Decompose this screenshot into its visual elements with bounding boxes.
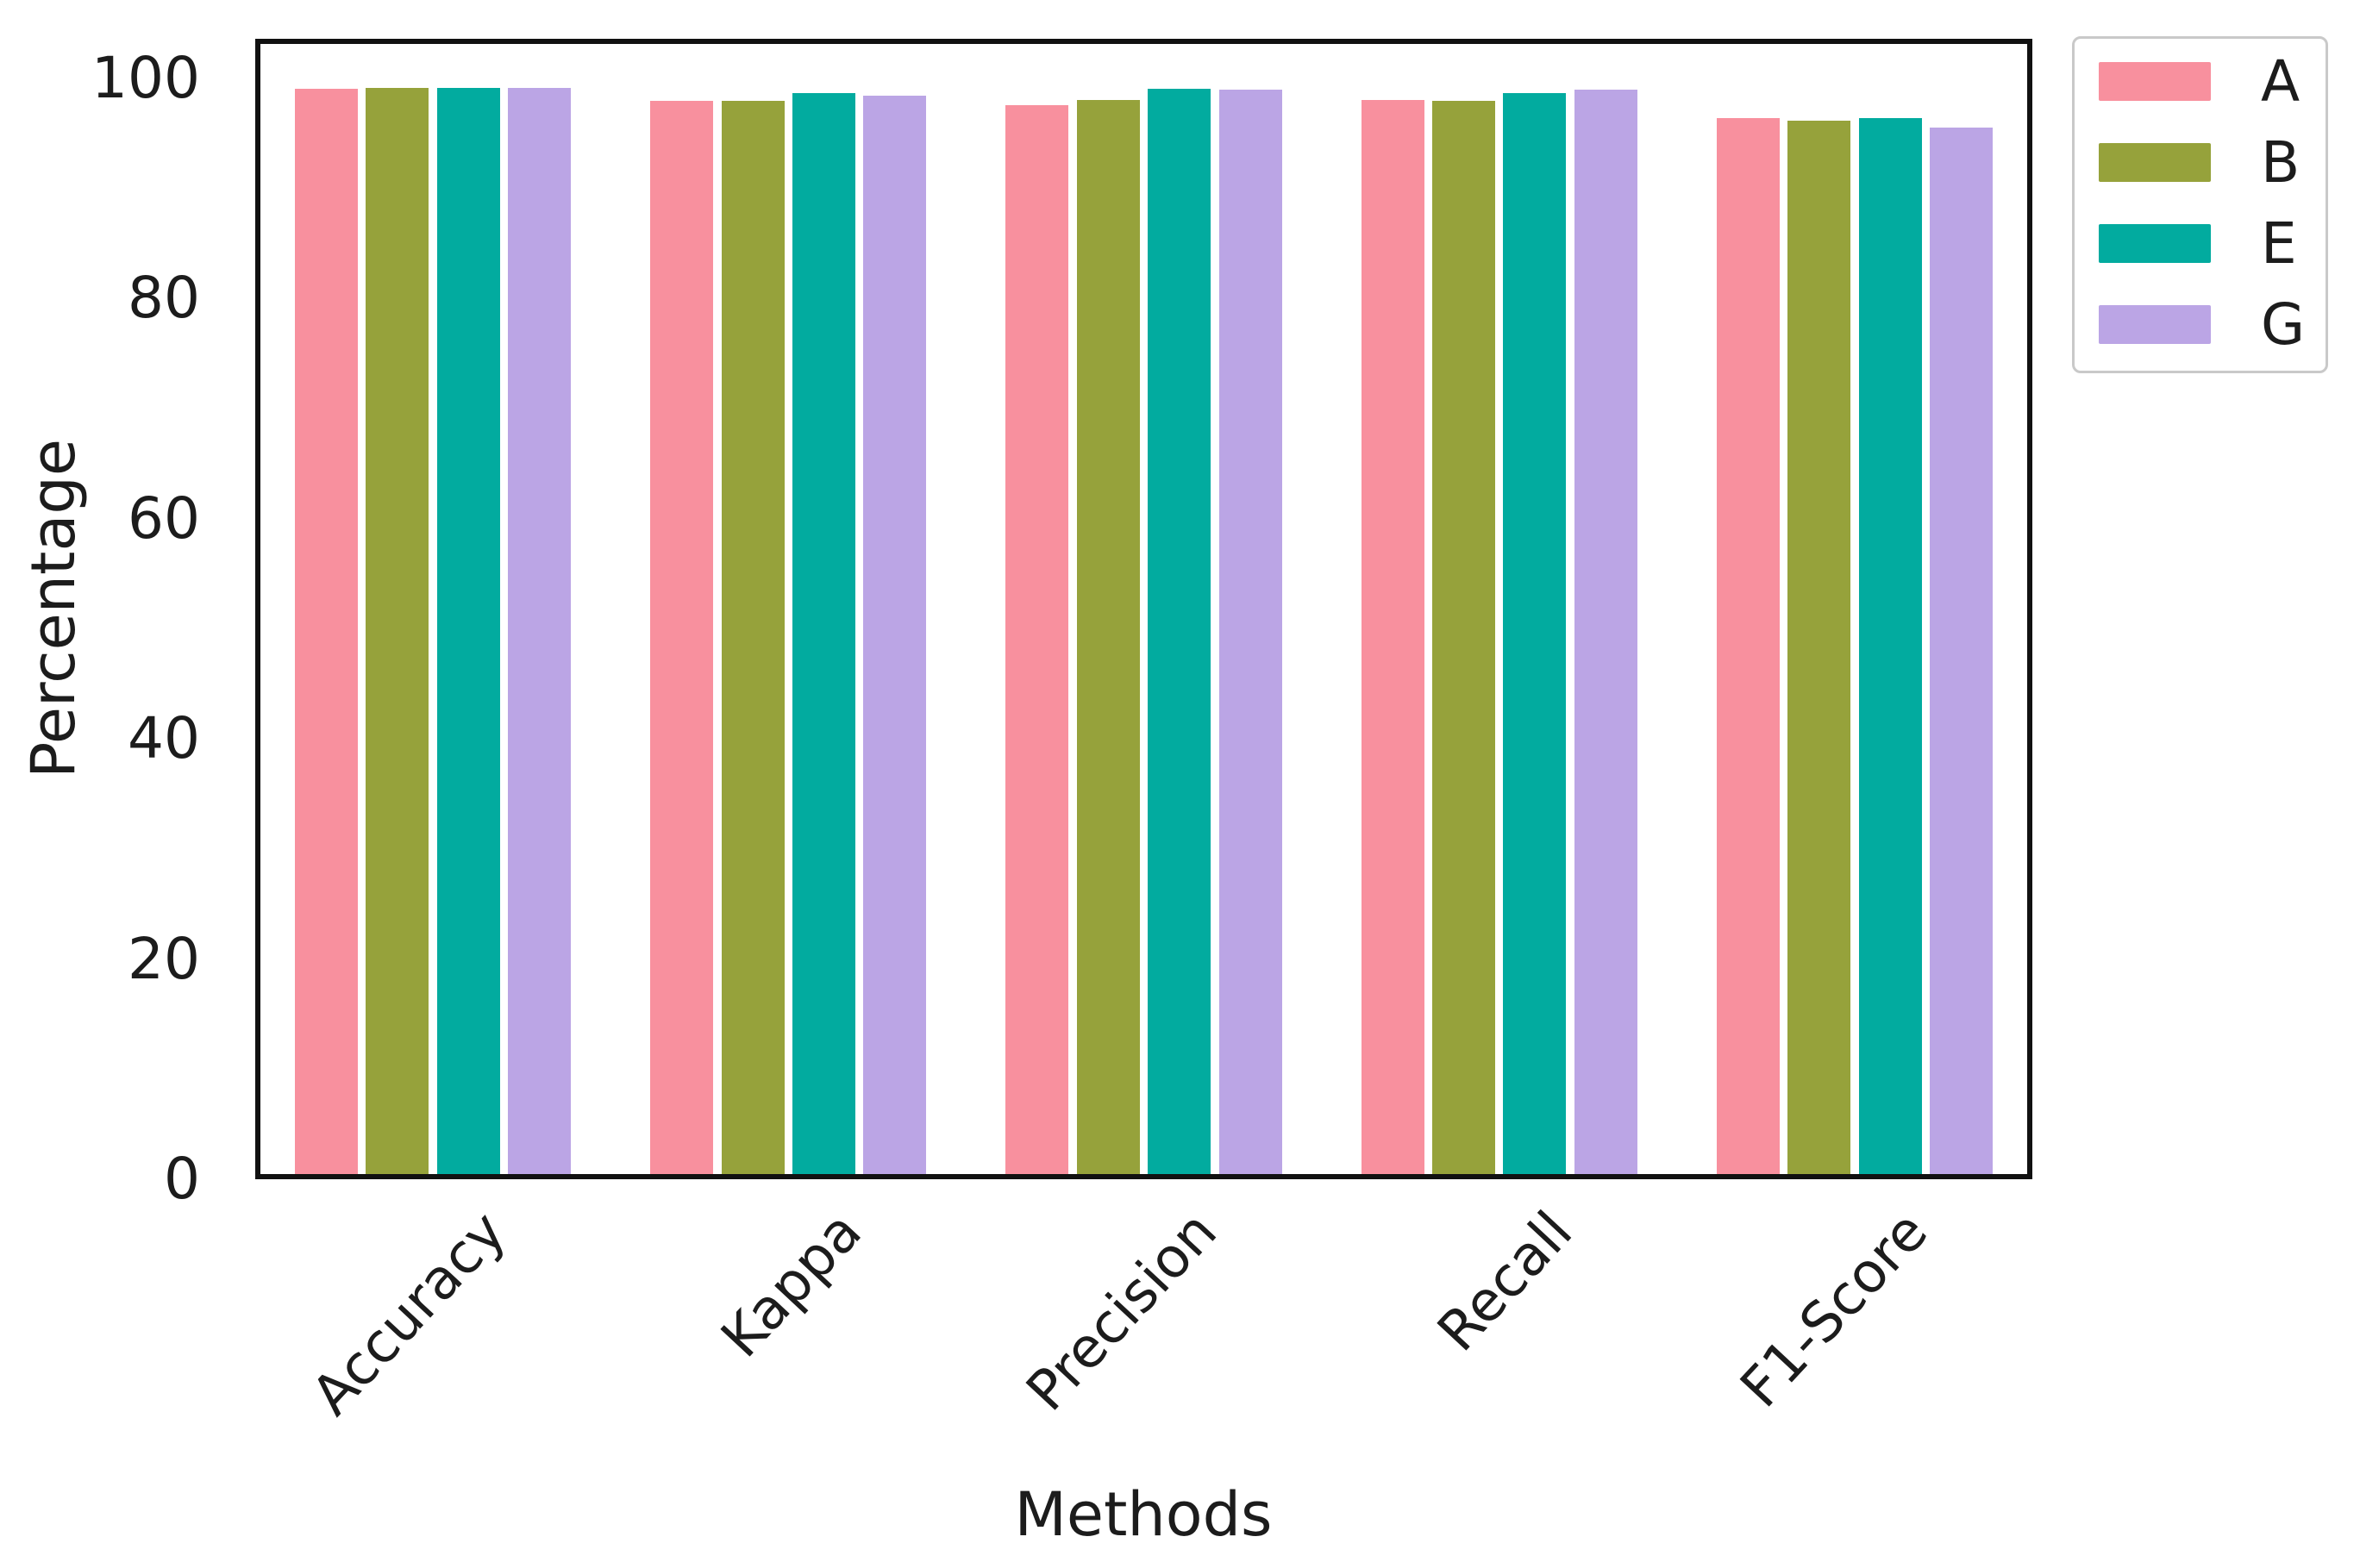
bar-recall-b [1431,101,1495,1174]
bar-recall-e [1503,93,1567,1174]
legend-label-b: B [2261,129,2301,196]
bar-f1-score-a [1716,118,1780,1174]
legend-item-g: G [2099,291,2326,358]
bar-accuracy-g [508,88,572,1174]
legend-item-b: B [2099,129,2326,196]
bar-precision-b [1076,100,1140,1174]
bar-f1-score-e [1858,118,1922,1174]
bar-kappa-a [650,101,714,1174]
x-tick-label-precision: Precision [1014,1200,1230,1424]
x-tick-label-kappa: Kappa [709,1200,874,1371]
legend-swatch-a [2099,62,2211,101]
bar-precision-a [1005,105,1069,1174]
bar-accuracy-b [366,88,429,1174]
bar-kappa-g [863,96,927,1174]
y-tick-label-20: 20 [128,925,200,992]
y-tick-label-80: 80 [128,265,200,332]
x-tick-label-recall: Recall [1425,1200,1585,1365]
plot-area [255,39,2032,1179]
legend-swatch-g [2099,305,2211,344]
bar-accuracy-e [436,88,500,1174]
y-tick-label-100: 100 [91,44,200,111]
y-tick-label-60: 60 [128,484,200,552]
legend-label-e: E [2261,210,2297,277]
legend-label-a: A [2261,48,2301,115]
x-tick-label-accuracy: Accuracy [299,1200,519,1428]
y-tick-label-40: 40 [128,705,200,772]
x-axis-label: Methods [1014,1479,1273,1550]
bar-recall-a [1361,100,1424,1174]
x-tick-label-f1-score: F1-Score [1729,1200,1941,1421]
bar-accuracy-a [294,89,358,1174]
legend-item-a: A [2099,48,2326,115]
y-tick-label-0: 0 [164,1146,200,1212]
bar-f1-score-g [1930,128,1994,1174]
bar-kappa-e [792,93,856,1174]
legend-swatch-b [2099,143,2211,182]
bar-f1-score-b [1787,121,1851,1174]
legend-label-g: G [2261,291,2306,358]
bar-kappa-b [721,101,785,1174]
legend-swatch-e [2099,224,2211,263]
bar-precision-e [1148,89,1211,1174]
legend-item-e: E [2099,210,2326,277]
bar-precision-g [1218,90,1282,1174]
bar-recall-g [1574,90,1637,1174]
